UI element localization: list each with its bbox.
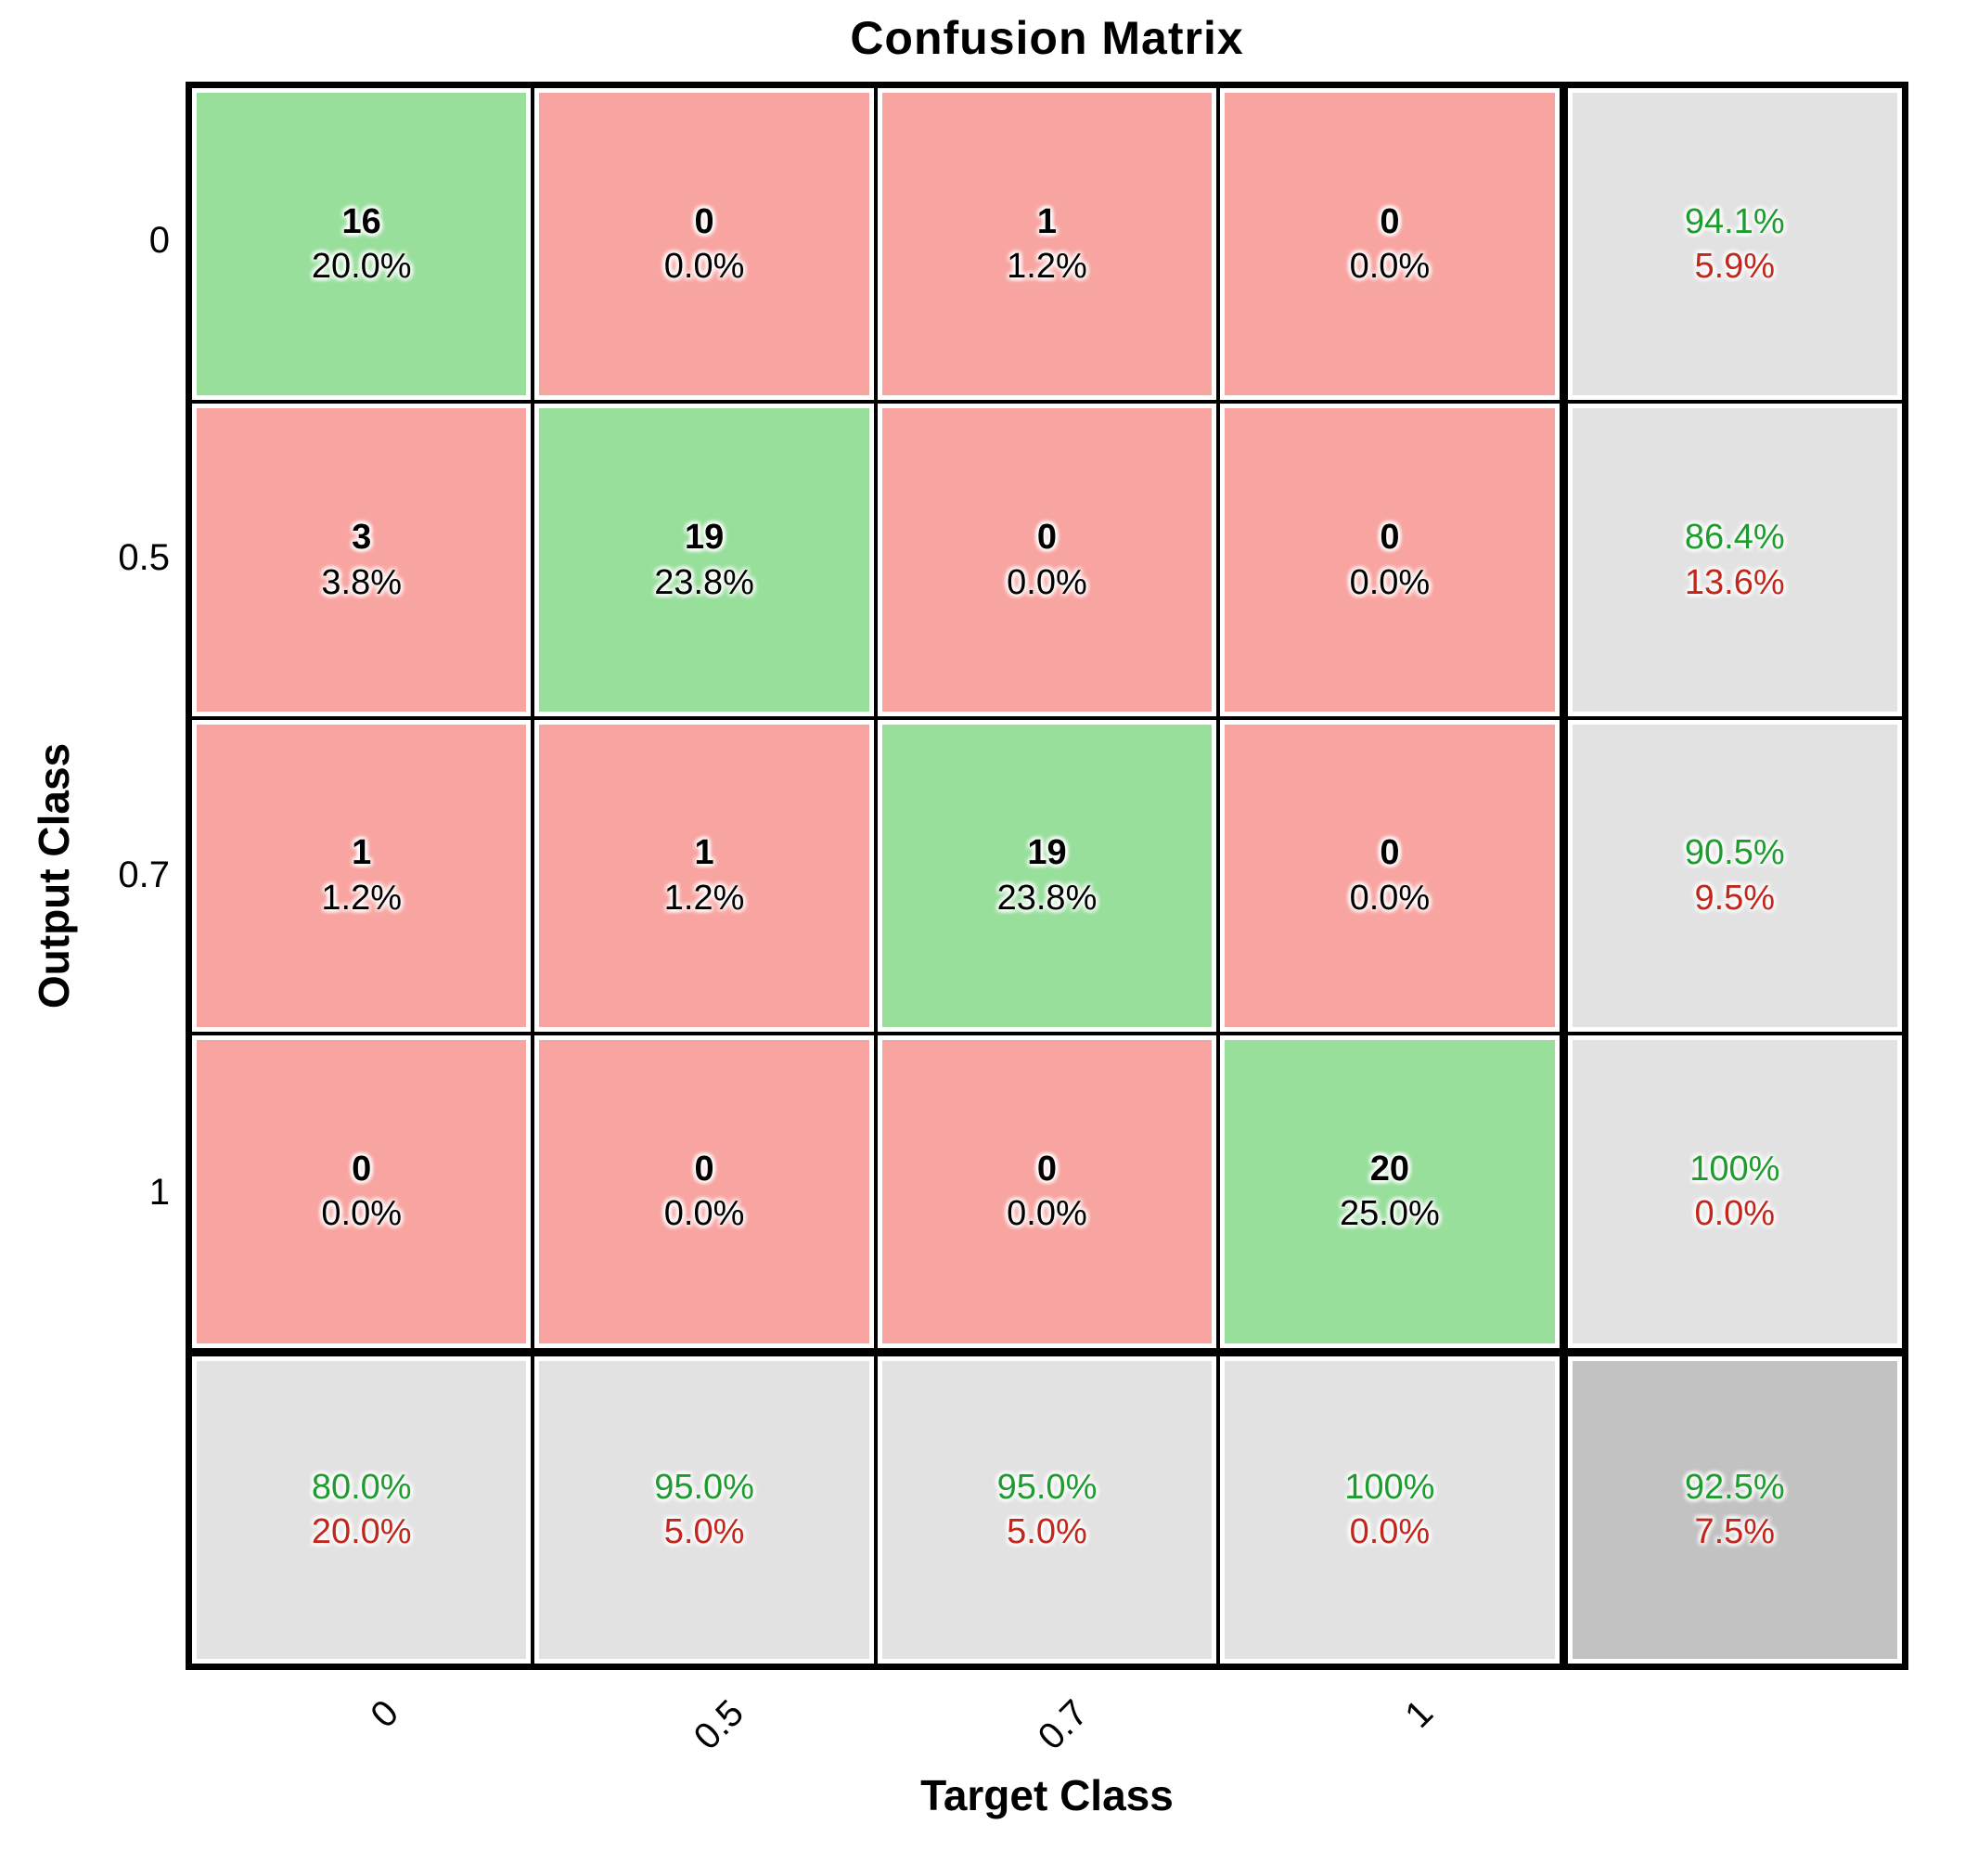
matrix-cell-output0-target1: 0 0.0% xyxy=(1220,88,1560,401)
matrix-cell-output0.7-target0.7-count: 19 xyxy=(1027,833,1067,873)
matrix-cell-output0-target0.5-percent: 0.0% xyxy=(663,247,745,287)
column-summary-cell-target0.5: 95.0% 5.0% xyxy=(534,1356,874,1664)
matrix-cell-output0.5-target0.7: 0 0.0% xyxy=(877,404,1217,716)
matrix-cell-output0.5-target0.7-percent: 0.0% xyxy=(1007,562,1087,602)
matrix-cell-output0.7-target0.5-percent: 1.2% xyxy=(663,878,745,918)
matrix-cell-output0.5-target0.5-percent: 23.8% xyxy=(654,562,754,602)
matrix-cell-output0.7-target1: 0 0.0% xyxy=(1220,719,1560,1033)
matrix-cell-output1-target0-percent: 0.0% xyxy=(321,1194,402,1234)
column-summary-cell-target0-bad-percent: 20.0% xyxy=(311,1512,412,1552)
row-summary-cell-output0.5-bad-percent: 13.6% xyxy=(1684,562,1785,602)
matrix-cell-output0-target0-percent: 20.0% xyxy=(311,247,412,287)
y-tick-0.7: 0.7 xyxy=(118,854,170,895)
column-summary-cell-target0: 80.0% 20.0% xyxy=(192,1356,532,1664)
matrix-cell-output1-target0-count: 0 xyxy=(352,1149,372,1189)
overall-accuracy-cell: 92.5% 7.5% xyxy=(1567,1356,1902,1664)
matrix-cell-output0.5-target1: 0 0.0% xyxy=(1220,404,1560,716)
matrix-cell-output1-target1: 20 25.0% xyxy=(1220,1035,1560,1348)
matrix-cell-output0.7-target0.7: 19 23.8% xyxy=(877,719,1217,1033)
x-tick-1: 1 xyxy=(1397,1692,1442,1736)
matrix-cell-output0-target1-percent: 0.0% xyxy=(1349,247,1431,287)
matrix-cell-output0.5-target1-percent: 0.0% xyxy=(1349,562,1431,602)
matrix-cell-output0.7-target0: 1 1.2% xyxy=(192,719,532,1033)
matrix-cell-output0.5-target0.7-count: 0 xyxy=(1036,517,1058,557)
column-summary-cell-target0.5-good-percent: 95.0% xyxy=(654,1467,754,1507)
row-summary-cell-output0-good-percent: 94.1% xyxy=(1684,201,1785,241)
overall-accuracy-cell-good-percent: 92.5% xyxy=(1684,1467,1785,1507)
matrix-cell-output0.5-target1-count: 0 xyxy=(1380,517,1400,557)
confusion-matrix-grid: 16 20.0% 0 0.0% 1 1.2% 0 0.0% 94.1% 5.9% 3 3.8% 19 23… xyxy=(186,82,1908,1670)
matrix-cell-output1-target0.7: 0 0.0% xyxy=(877,1035,1217,1348)
matrix-cell-output0-target0: 16 20.0% xyxy=(192,88,532,401)
matrix-cell-output0.5-target0-count: 3 xyxy=(352,517,372,557)
matrix-cell-output1-target0.5-percent: 0.0% xyxy=(663,1194,745,1234)
row-summary-cell-output0: 94.1% 5.9% xyxy=(1567,88,1902,401)
matrix-cell-output1-target0.7-percent: 0.0% xyxy=(1007,1194,1087,1234)
matrix-cell-output0.7-target0.5: 1 1.2% xyxy=(534,719,874,1033)
matrix-cell-output1-target1-percent: 25.0% xyxy=(1340,1194,1440,1234)
column-summary-cell-target0-good-percent: 80.0% xyxy=(311,1467,412,1507)
matrix-cell-output1-target0: 0 0.0% xyxy=(192,1035,532,1348)
matrix-cell-output0-target0.7: 1 1.2% xyxy=(877,88,1217,401)
y-tick-1: 1 xyxy=(148,1172,170,1213)
row-summary-cell-output1: 100% 0.0% xyxy=(1567,1035,1902,1348)
row-summary-cell-output0-bad-percent: 5.9% xyxy=(1694,247,1776,287)
matrix-cell-output0-target0.5-count: 0 xyxy=(694,201,714,241)
row-summary-cell-output0.7-good-percent: 90.5% xyxy=(1684,833,1785,873)
column-summary-cell-target0.5-bad-percent: 5.0% xyxy=(663,1512,745,1552)
matrix-cell-output0-target0.7-percent: 1.2% xyxy=(1007,247,1087,287)
column-summary-cell-target1-bad-percent: 0.0% xyxy=(1349,1512,1431,1552)
matrix-cell-output0.7-target0-percent: 1.2% xyxy=(321,878,402,918)
x-tick-0.7: 0.7 xyxy=(1030,1692,1097,1758)
matrix-cell-output0.5-target0: 3 3.8% xyxy=(192,404,532,716)
row-summary-cell-output1-bad-percent: 0.0% xyxy=(1694,1194,1776,1234)
matrix-cell-output1-target0.7-count: 0 xyxy=(1036,1149,1058,1189)
x-tick-0.5: 0.5 xyxy=(686,1692,752,1758)
overall-accuracy-cell-bad-percent: 7.5% xyxy=(1694,1512,1776,1552)
matrix-cell-output0.7-target0.7-percent: 23.8% xyxy=(996,878,1098,918)
column-summary-cell-target0.7: 95.0% 5.0% xyxy=(877,1356,1217,1664)
matrix-cell-output0-target0.7-count: 1 xyxy=(1036,201,1058,241)
matrix-cell-output0.7-target0-count: 1 xyxy=(352,833,372,873)
row-summary-cell-output0.7: 90.5% 9.5% xyxy=(1567,719,1902,1033)
column-summary-cell-target0.7-bad-percent: 5.0% xyxy=(1007,1512,1087,1552)
y-tick-0: 0 xyxy=(148,220,170,261)
row-summary-cell-output0.5: 86.4% 13.6% xyxy=(1567,404,1902,716)
column-summary-cell-target0.7-good-percent: 95.0% xyxy=(996,1467,1098,1507)
matrix-cell-output1-target0.5: 0 0.0% xyxy=(534,1035,874,1348)
row-summary-cell-output0.5-good-percent: 86.4% xyxy=(1684,517,1785,557)
chart-title: Confusion Matrix xyxy=(850,12,1244,64)
x-tick-0: 0 xyxy=(363,1692,407,1736)
matrix-cell-output0-target1-count: 0 xyxy=(1380,201,1400,241)
matrix-cell-output1-target0.5-count: 0 xyxy=(694,1149,714,1189)
y-tick-0.5: 0.5 xyxy=(118,537,170,578)
column-summary-cell-target1-good-percent: 100% xyxy=(1344,1467,1435,1507)
row-summary-cell-output0.7-bad-percent: 9.5% xyxy=(1694,878,1776,918)
matrix-cell-output1-target1-count: 20 xyxy=(1369,1149,1410,1189)
row-summary-cell-output1-good-percent: 100% xyxy=(1689,1149,1780,1189)
x-axis-label: Target Class xyxy=(920,1771,1174,1819)
matrix-cell-output0.5-target0-percent: 3.8% xyxy=(321,562,402,602)
matrix-cell-output0.5-target0.5: 19 23.8% xyxy=(534,404,874,716)
matrix-cell-output0.5-target0.5-count: 19 xyxy=(684,517,725,557)
matrix-cell-output0-target0.5: 0 0.0% xyxy=(534,88,874,401)
matrix-cell-output0-target0-count: 16 xyxy=(341,201,381,241)
matrix-cell-output0.7-target0.5-count: 1 xyxy=(694,833,714,873)
matrix-cell-output0.7-target1-count: 0 xyxy=(1380,833,1400,873)
matrix-cell-output0.7-target1-percent: 0.0% xyxy=(1349,878,1431,918)
column-summary-cell-target1: 100% 0.0% xyxy=(1220,1356,1560,1664)
